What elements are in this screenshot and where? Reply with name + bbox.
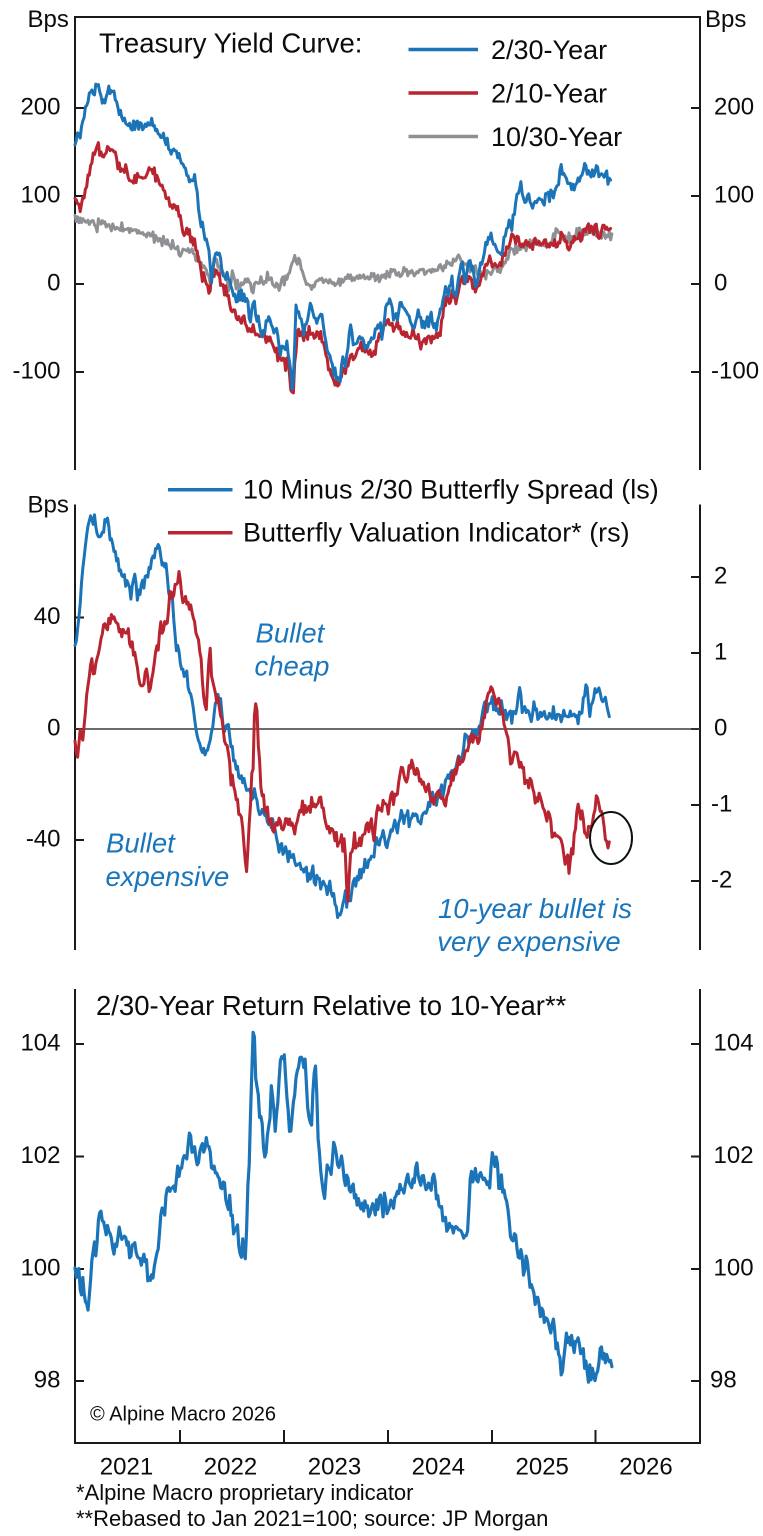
svg-text:104: 104 [20, 1030, 60, 1057]
svg-text:2024: 2024 [412, 1454, 465, 1481]
svg-text:10-year bullet is: 10-year bullet is [438, 893, 632, 924]
svg-text:100: 100 [714, 182, 754, 209]
svg-text:1: 1 [714, 639, 727, 666]
svg-text:-100: -100 [12, 358, 60, 385]
svg-text:98: 98 [34, 1367, 61, 1394]
svg-text:© Alpine Macro 2026: © Alpine Macro 2026 [90, 1404, 276, 1426]
svg-text:100: 100 [20, 1255, 60, 1282]
svg-text:-100: -100 [711, 358, 759, 385]
svg-text:2021: 2021 [100, 1454, 153, 1481]
svg-text:Bps: Bps [28, 492, 69, 519]
svg-text:0: 0 [47, 715, 60, 742]
svg-text:10/30-Year: 10/30-Year [491, 122, 622, 152]
svg-text:10 Minus 2/30 Butterfly Spread: 10 Minus 2/30 Butterfly Spread (ls) [243, 475, 659, 505]
svg-text:2025: 2025 [516, 1454, 569, 1481]
svg-text:2: 2 [714, 563, 727, 590]
svg-text:98: 98 [710, 1367, 737, 1394]
svg-text:100: 100 [20, 182, 60, 209]
svg-text:Bullet: Bullet [106, 828, 176, 859]
svg-text:2/10-Year: 2/10-Year [491, 79, 607, 109]
svg-text:2023: 2023 [308, 1454, 361, 1481]
svg-text:102: 102 [20, 1142, 60, 1169]
svg-text:*Alpine Macro proprietary indi: *Alpine Macro proprietary indicator [76, 1480, 414, 1505]
svg-text:Treasury Yield Curve:: Treasury Yield Curve: [99, 28, 362, 59]
svg-text:0: 0 [714, 715, 727, 742]
svg-text:200: 200 [714, 94, 754, 121]
svg-text:-1: -1 [711, 791, 732, 818]
svg-text:very expensive: very expensive [437, 926, 620, 957]
svg-text:2026: 2026 [619, 1454, 672, 1481]
svg-text:2/30-Year Return Relative to 1: 2/30-Year Return Relative to 10-Year** [96, 990, 567, 1021]
svg-text:40: 40 [34, 603, 61, 630]
svg-text:cheap: cheap [255, 651, 330, 682]
svg-text:104: 104 [714, 1030, 754, 1057]
svg-text:-40: -40 [26, 826, 61, 853]
svg-text:2/30-Year: 2/30-Year [491, 35, 607, 65]
svg-text:0: 0 [47, 270, 60, 297]
svg-text:2022: 2022 [204, 1454, 257, 1481]
svg-text:Bullet: Bullet [256, 618, 326, 649]
svg-text:Bps: Bps [705, 6, 746, 33]
svg-text:-2: -2 [711, 867, 732, 894]
svg-text:100: 100 [714, 1255, 754, 1282]
svg-text:Bps: Bps [28, 6, 69, 33]
svg-text:Butterfly Valuation Indicator*: Butterfly Valuation Indicator* (rs) [243, 518, 630, 548]
svg-text:200: 200 [20, 94, 60, 121]
svg-text:**Rebased to Jan 2021=100; sou: **Rebased to Jan 2021=100; source: JP Mo… [76, 1506, 548, 1531]
svg-text:0: 0 [714, 270, 727, 297]
svg-text:expensive: expensive [106, 861, 230, 892]
svg-text:102: 102 [714, 1142, 754, 1169]
